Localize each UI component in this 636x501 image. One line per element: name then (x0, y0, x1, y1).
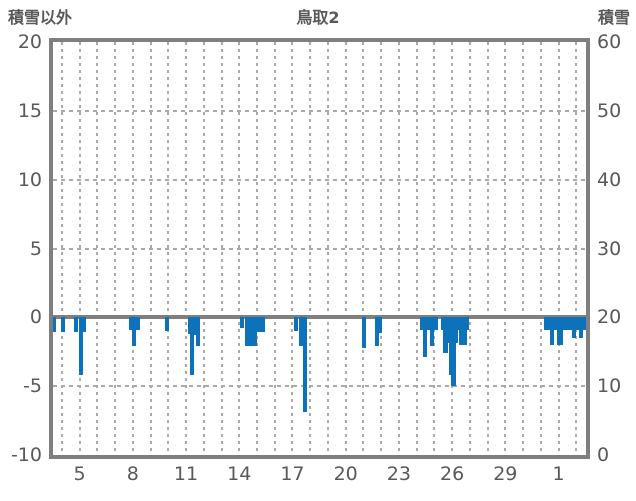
bar (187, 317, 192, 334)
zero-line (53, 315, 586, 320)
bar (433, 317, 438, 330)
left-tick-label: -10 (10, 444, 42, 466)
bar (463, 317, 468, 345)
bar (461, 317, 466, 330)
bar (562, 317, 567, 330)
right-tick-label: 20 (597, 306, 622, 329)
bar (129, 317, 134, 330)
bar (193, 317, 198, 336)
plot-area (53, 42, 586, 455)
bar (60, 317, 65, 333)
bar (135, 317, 140, 330)
bar (549, 317, 554, 345)
left-tick-label: 5 (29, 237, 42, 260)
right-tick-label: 10 (597, 375, 622, 398)
bar (189, 317, 194, 376)
bar (451, 317, 456, 387)
x-tick-label: 26 (439, 463, 465, 485)
bar (245, 317, 250, 347)
chart-title: 鳥取2 (296, 8, 340, 27)
bar (302, 317, 307, 413)
x-tick-label: 20 (333, 463, 358, 485)
x-tick-label: 1 (552, 463, 565, 485)
bar (260, 317, 265, 332)
bar (53, 317, 57, 332)
bar (458, 317, 463, 345)
x-tick-label: 17 (280, 463, 305, 485)
left-tick-label: 15 (17, 99, 42, 122)
right-tick-label: 30 (597, 237, 622, 260)
bar (426, 317, 431, 330)
bar (252, 317, 257, 347)
bar (446, 317, 451, 344)
bar (464, 317, 470, 330)
bar (165, 317, 170, 332)
bar (430, 317, 435, 347)
x-tick-label: 23 (386, 463, 411, 485)
left-tick-label: 10 (17, 168, 42, 191)
bar (298, 317, 303, 347)
value-gridline (53, 178, 586, 181)
bar (422, 317, 427, 358)
right-axis-title: 積雪 (597, 8, 630, 27)
plot-frame (49, 38, 590, 459)
bar (239, 317, 244, 329)
value-gridline (53, 109, 586, 112)
bar (443, 317, 448, 354)
x-tick-label: 8 (126, 463, 139, 485)
bar (249, 317, 254, 347)
bar (257, 317, 262, 332)
bar (575, 317, 580, 330)
left-tick-label: -5 (23, 375, 42, 398)
value-gridline (53, 247, 586, 250)
bar (578, 317, 583, 338)
left-tick-label: 0 (29, 306, 42, 329)
x-tick-label: 11 (173, 463, 199, 485)
bar (556, 317, 561, 345)
bar (454, 317, 459, 344)
left-axis-title: 積雪以外 (8, 8, 73, 27)
bar (78, 317, 83, 376)
bar (559, 317, 564, 345)
bar (546, 317, 551, 330)
right-tick-label: 0 (597, 444, 610, 466)
bar (567, 317, 572, 330)
bar (582, 317, 586, 330)
bar (361, 317, 366, 348)
bar (375, 317, 380, 347)
bar (553, 317, 558, 330)
x-tick-label: 14 (227, 463, 252, 485)
left-tick-label: 20 (17, 31, 42, 53)
right-tick-label: 50 (597, 99, 622, 122)
bar (132, 317, 137, 347)
bar (294, 317, 299, 332)
value-gridline (53, 385, 586, 388)
right-tick-label: 60 (597, 31, 622, 53)
bar (377, 317, 382, 334)
bar (440, 317, 445, 330)
x-tick-label: 29 (493, 463, 518, 485)
x-tick-label: 5 (73, 463, 86, 485)
bar (571, 317, 576, 338)
bar (419, 317, 424, 330)
bar (74, 317, 79, 333)
bar (82, 317, 87, 333)
right-tick-label: 40 (597, 168, 622, 191)
bar (449, 317, 454, 376)
bar (196, 317, 201, 347)
